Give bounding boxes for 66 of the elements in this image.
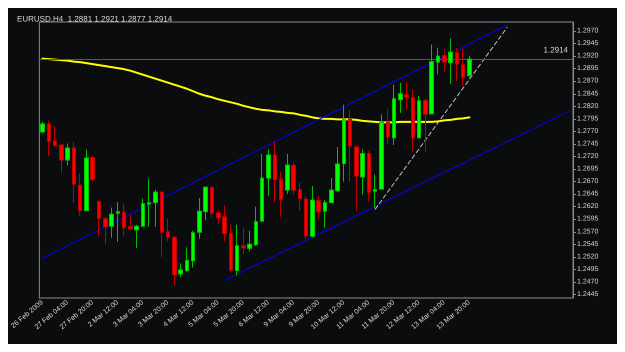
candlestick: [429, 44, 434, 115]
candlestick: [78, 173, 82, 216]
candlestick: [122, 204, 126, 236]
candlestick: [316, 196, 321, 221]
candlestick: [141, 198, 145, 228]
candlestick: [191, 230, 195, 268]
chart-title: EURUSD,H4 1.2881 1.2921 1.2877 1.2914: [17, 14, 173, 24]
candlestick: [392, 84, 396, 146]
candlestick: [90, 155, 95, 182]
candlestick: [367, 150, 371, 202]
candlestick: [53, 125, 57, 147]
candlestick: [128, 214, 133, 230]
candlestick: [241, 228, 246, 254]
candlestick: [116, 202, 120, 242]
candlestick: [304, 196, 308, 240]
candlestick: [185, 246, 189, 273]
candlestick: [40, 121, 45, 134]
candlestick: [260, 153, 264, 222]
candlestick: [59, 143, 64, 174]
candlestick: [134, 224, 139, 248]
ref-line-label: 1.2914: [544, 46, 569, 55]
candlestick: [72, 141, 76, 204]
candlestick: [417, 95, 421, 139]
candlestick: [229, 224, 233, 273]
candlestick: [235, 224, 239, 276]
candlestick: [47, 120, 51, 156]
candlestick: [160, 192, 164, 258]
candlestick: [285, 153, 290, 195]
candlestick: [273, 140, 277, 204]
line-series: [41, 58, 470, 124]
candlestick: [442, 49, 447, 73]
candlestick: [298, 182, 302, 212]
candlestick: [178, 262, 183, 278]
candlestick: [291, 162, 296, 196]
candlestick: [348, 109, 352, 182]
candlestick: [254, 206, 258, 246]
candlestick: [65, 142, 70, 166]
candlestick: [448, 38, 453, 84]
candlestick: [360, 148, 365, 196]
candlestick: [103, 216, 108, 245]
candlestick: [310, 186, 315, 238]
candlestick: [97, 200, 101, 237]
candlestick: [153, 189, 158, 228]
candlestick: [166, 218, 170, 242]
candlestick: [379, 114, 384, 190]
candlestick: [247, 230, 252, 252]
candlestick: [423, 98, 428, 152]
candlestick: [323, 200, 327, 228]
candlestick: [172, 236, 177, 286]
candlestick: [455, 48, 459, 82]
candlestick: [411, 89, 415, 152]
candlestick: [266, 148, 271, 197]
candlestick: [210, 185, 214, 218]
candlestick: [461, 48, 465, 87]
candlestick: [398, 82, 403, 114]
candlestick: [279, 172, 283, 218]
candlestick: [404, 82, 409, 110]
candlestick: [467, 55, 472, 78]
candlestick: [386, 108, 390, 144]
candlestick: [436, 47, 440, 75]
candlestick: [354, 144, 359, 212]
candlestick: [373, 174, 377, 209]
candlestick: [109, 207, 114, 238]
candlestick: [147, 178, 151, 228]
candlestick: [84, 148, 89, 212]
candlestick: [342, 104, 346, 182]
